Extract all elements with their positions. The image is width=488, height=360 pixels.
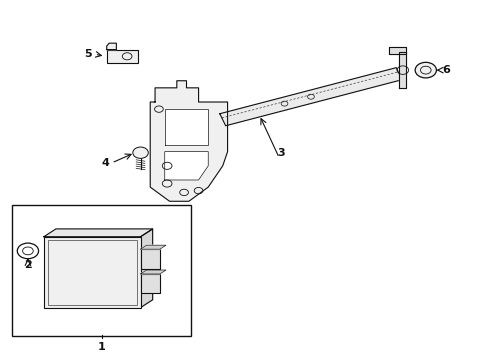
Text: 2: 2: [24, 260, 32, 270]
Text: 3: 3: [276, 148, 284, 158]
Polygon shape: [150, 81, 227, 201]
Polygon shape: [44, 229, 152, 237]
Bar: [12, 205, 191, 336]
Circle shape: [414, 62, 435, 78]
Text: 5: 5: [84, 49, 92, 59]
Polygon shape: [164, 152, 208, 180]
Polygon shape: [140, 229, 152, 307]
Polygon shape: [398, 53, 406, 88]
Text: 4: 4: [101, 158, 109, 168]
Bar: [44, 237, 140, 307]
Polygon shape: [140, 245, 165, 249]
Bar: [140, 274, 160, 293]
Text: 6: 6: [442, 65, 449, 75]
Polygon shape: [388, 47, 406, 54]
Circle shape: [133, 147, 148, 158]
Text: 1: 1: [98, 342, 105, 352]
Polygon shape: [220, 68, 401, 126]
Bar: [140, 249, 160, 269]
Polygon shape: [140, 270, 165, 274]
Bar: [106, 50, 138, 63]
Bar: [48, 239, 137, 305]
Polygon shape: [106, 43, 116, 50]
Polygon shape: [164, 109, 208, 145]
